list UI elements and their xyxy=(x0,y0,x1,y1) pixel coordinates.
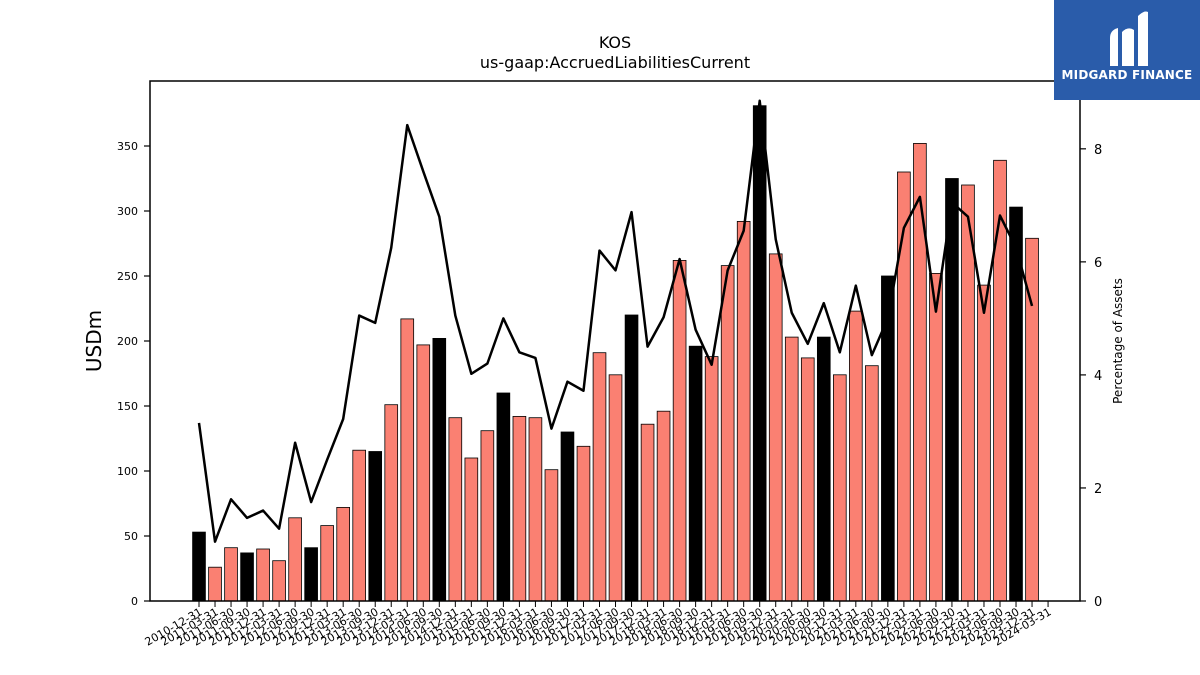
bar xyxy=(913,142,927,602)
y-tick-label: 350 xyxy=(117,140,138,153)
bar xyxy=(768,253,783,602)
bar xyxy=(544,469,559,602)
bar xyxy=(448,417,463,602)
bar xyxy=(528,417,543,602)
bar xyxy=(640,423,655,602)
bar xyxy=(881,275,895,602)
bar xyxy=(288,517,302,602)
bar xyxy=(320,525,334,602)
bar xyxy=(624,314,639,602)
bar xyxy=(224,547,238,602)
bar xyxy=(977,284,991,602)
line-series xyxy=(197,99,1034,543)
bar xyxy=(336,506,350,602)
bar xyxy=(752,105,767,602)
bar xyxy=(272,560,286,602)
bar xyxy=(720,265,735,602)
bar xyxy=(672,259,687,602)
y-axis-label: USDm xyxy=(82,310,106,372)
bar xyxy=(865,365,879,602)
bar xyxy=(368,451,383,602)
bar xyxy=(464,457,479,602)
y2-tick-label: 4 xyxy=(1094,369,1102,384)
bar xyxy=(480,430,495,602)
midgard-logo-icon xyxy=(1110,11,1148,66)
bar xyxy=(736,220,751,602)
y-tick-label: 200 xyxy=(117,335,138,348)
bar xyxy=(432,337,447,602)
y-tick-label: 300 xyxy=(117,205,138,218)
bar xyxy=(833,374,847,602)
bar xyxy=(784,336,799,602)
y2-tick-label: 6 xyxy=(1094,256,1102,271)
x-axis-ticks: 2010-12-312011-03-312011-06-302011-09-30… xyxy=(143,601,1054,649)
y2-tick-label: 2 xyxy=(1094,482,1102,497)
bar xyxy=(816,336,831,602)
bar xyxy=(256,548,270,602)
bar xyxy=(512,415,527,602)
bar xyxy=(945,178,959,602)
bar xyxy=(897,171,911,602)
bar xyxy=(240,552,254,602)
y2-tick-label: 0 xyxy=(1094,595,1102,610)
y-tick-label: 250 xyxy=(117,270,138,283)
y-tick-label: 100 xyxy=(117,465,138,478)
bar xyxy=(192,531,206,602)
logo-text: MIDGARD FINANCE xyxy=(1061,68,1193,82)
bar xyxy=(800,357,815,602)
bar xyxy=(384,404,399,602)
y2-tick-label: 8 xyxy=(1094,143,1102,158)
bar xyxy=(304,547,318,602)
bar xyxy=(929,272,943,602)
chart-subtitle: us-gaap:AccruedLiabilitiesCurrent xyxy=(480,53,750,72)
y-tick-label: 0 xyxy=(131,595,138,608)
bar xyxy=(704,356,719,602)
bar xyxy=(208,566,222,602)
bar xyxy=(560,431,575,602)
bar-series xyxy=(192,105,1039,602)
bar xyxy=(352,449,366,602)
chart-title: KOS xyxy=(599,33,631,52)
bar xyxy=(592,352,607,602)
bar xyxy=(656,410,671,602)
bar xyxy=(400,318,415,602)
percentage-line xyxy=(197,99,1034,543)
y-axis-ticks: 0 50 100 150 200 250 300 350 xyxy=(117,140,150,608)
y-tick-label: 150 xyxy=(117,400,138,413)
bar xyxy=(608,374,623,602)
bar xyxy=(416,344,431,602)
bar xyxy=(688,345,703,602)
y2-axis-label: Percentage of Assets xyxy=(1111,278,1125,404)
y-tick-label: 50 xyxy=(124,530,138,543)
bar xyxy=(849,310,863,602)
bar xyxy=(496,392,511,602)
midgard-finance-logo: MIDGARD FINANCE xyxy=(1054,0,1200,100)
y2-axis-ticks: 0 2 4 6 8 xyxy=(1080,143,1102,610)
bar xyxy=(576,445,591,602)
